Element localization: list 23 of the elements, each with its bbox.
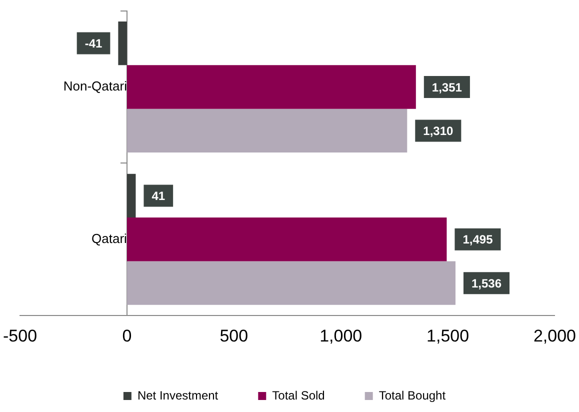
- bar: [126, 261, 456, 305]
- data-label: 1,310: [423, 124, 454, 138]
- x-tick-label: -500: [2, 326, 38, 346]
- bar: [126, 108, 408, 153]
- legend-label: Total Bought: [378, 388, 446, 402]
- legend-label: Net Investment: [137, 388, 219, 402]
- legend-label: Total Sold: [272, 388, 325, 402]
- x-tick-label: 500: [220, 326, 248, 346]
- data-label: -41: [84, 36, 103, 51]
- x-tick-label: 1,000: [320, 326, 362, 346]
- data-label: 41: [152, 189, 166, 204]
- data-label: 1,495: [462, 232, 494, 247]
- x-tick-label: 0: [122, 326, 132, 346]
- x-tick-label: 2,000: [533, 326, 576, 346]
- y-tick-label: Non-Qatari: [63, 78, 128, 94]
- bar: [126, 65, 416, 109]
- bar: [126, 174, 136, 218]
- bar: [118, 21, 127, 66]
- data-label: 1,351: [432, 80, 462, 94]
- x-tick-label: 1,500: [426, 326, 470, 346]
- bar: [126, 218, 447, 262]
- data-label: 1,536: [471, 276, 502, 290]
- y-tick-label: Qatari: [92, 230, 128, 246]
